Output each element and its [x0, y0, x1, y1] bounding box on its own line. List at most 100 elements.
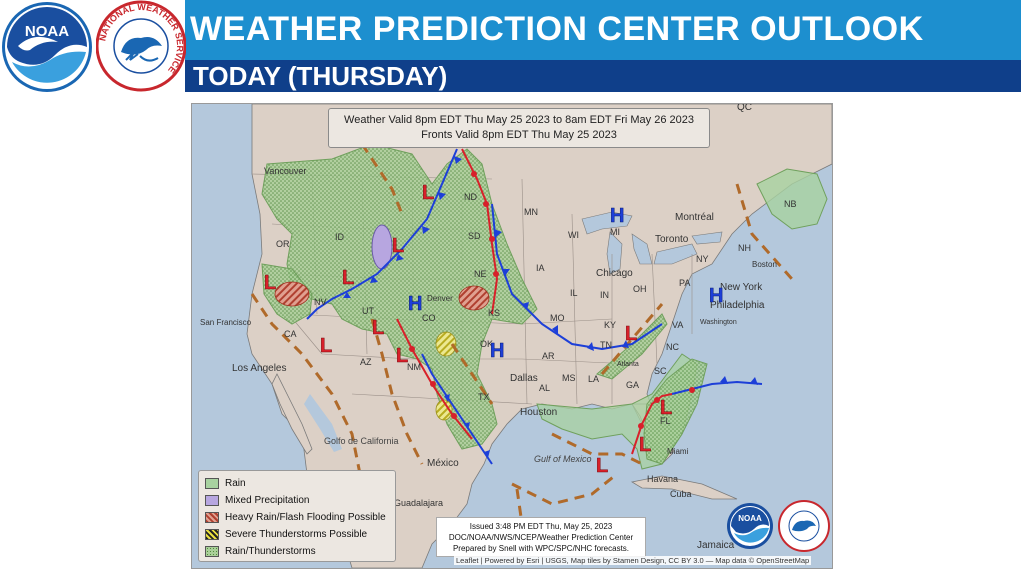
header-bar: [185, 0, 1021, 60]
label-ny: NY: [696, 254, 709, 264]
map-canvas: QC Vancouver ND MN NB Montréal OR ID SD …: [192, 104, 832, 568]
label-in: IN: [600, 290, 609, 300]
rain-thunderstorm-area-southeast: [643, 358, 708, 465]
label-ut: UT: [362, 306, 374, 316]
label-chicago: Chicago: [596, 268, 633, 279]
noaa-small-logo-icon: NOAA: [727, 503, 773, 549]
label-ok: OK: [480, 339, 493, 349]
legend-label: Mixed Precipitation: [225, 494, 310, 506]
label-qc: QC: [737, 104, 752, 113]
label-fl: FL: [660, 416, 671, 426]
low-center: L: [660, 397, 672, 419]
heavy-rain-area-plains: [458, 285, 490, 311]
label-sanfrancisco: San Francisco: [200, 318, 252, 327]
legend-item-rain-thunderstorms: Rain/Thunderstorms: [205, 544, 316, 558]
low-center: L: [596, 455, 608, 477]
label-cuba: Cuba: [670, 489, 692, 499]
low-center: L: [342, 267, 354, 289]
label-mexico: México: [427, 458, 459, 469]
label-id: ID: [335, 232, 345, 242]
valid-time-line1: Weather Valid 8pm EDT Thu May 25 2023 to…: [344, 114, 694, 126]
legend-swatch-heavy-rain: [205, 511, 219, 523]
baja-land: [271, 373, 313, 455]
high-center: H: [709, 285, 723, 307]
label-az: AZ: [360, 357, 372, 367]
high-center: H: [490, 340, 504, 362]
weather-map[interactable]: QC Vancouver ND MN NB Montréal OR ID SD …: [191, 103, 833, 569]
low-center: L: [264, 272, 276, 294]
legend-swatch-severe: [205, 528, 219, 540]
label-vancouver: Vancouver: [264, 166, 306, 176]
label-ky: KY: [604, 320, 616, 330]
great-lakes: [581, 211, 723, 275]
label-tx: TX: [478, 392, 490, 402]
label-houston: Houston: [520, 407, 557, 418]
cuba-land: [630, 475, 738, 500]
low-center: L: [422, 182, 434, 204]
low-center: L: [320, 335, 332, 357]
label-golfo: Golfo de California: [324, 436, 399, 446]
low-center: L: [392, 235, 404, 257]
label-gulf: Gulf of Mexico: [534, 454, 592, 464]
label-mi: MI: [610, 227, 620, 237]
low-center: L: [396, 345, 408, 367]
label-nb: NB: [784, 199, 797, 209]
label-mo: MO: [550, 313, 565, 323]
label-mn: MN: [524, 207, 538, 217]
label-nh: NH: [738, 243, 751, 253]
label-dallas: Dallas: [510, 373, 538, 384]
severe-thunderstorm-area-south: [435, 399, 453, 421]
label-losangeles: Los Angeles: [232, 363, 287, 374]
label-la: LA: [588, 374, 599, 384]
legend-label: Rain/Thunderstorms: [225, 545, 316, 557]
issued-line2: DOC/NOAA/NWS/NCEP/Weather Prediction Cen…: [448, 533, 634, 542]
subheader-bar: [185, 60, 1021, 92]
legend-swatch-rain-thunderstorms: [205, 545, 219, 557]
low-center: L: [625, 323, 637, 345]
high-center: H: [408, 293, 422, 315]
map-attribution[interactable]: Leaflet | Powered by Esri | USGS, Map ti…: [454, 556, 812, 565]
valid-time-line2: Fronts Valid 8pm EDT Thu May 25 2023: [421, 129, 617, 141]
label-oh: OH: [633, 284, 647, 294]
legend-item-mixed: Mixed Precipitation: [205, 493, 309, 507]
place-labels: QC Vancouver ND MN NB Montréal OR ID SD …: [200, 104, 797, 551]
legend-label: Rain: [225, 477, 246, 489]
low-center: L: [639, 434, 651, 456]
label-atlanta: Atlanta: [617, 361, 639, 368]
label-ar: AR: [542, 351, 555, 361]
label-nv: NV: [314, 297, 327, 307]
label-jamaica: Jamaica: [697, 540, 735, 551]
label-nd: ND: [464, 192, 477, 202]
label-or: OR: [276, 239, 290, 249]
nws-logo-icon: NATIONAL WEATHER SERVICE: [96, 0, 186, 92]
valid-time-box: Weather Valid 8pm EDT Thu May 25 2023 to…: [328, 108, 710, 148]
issued-line1: Issued 3:48 PM EDT Thu, May 25, 2023: [469, 522, 613, 531]
heavy-rain-area-west: [274, 281, 310, 307]
label-havana: Havana: [647, 474, 678, 484]
legend-item-heavy-rain: Heavy Rain/Flash Flooding Possible: [205, 510, 386, 524]
label-washington: Washington: [700, 319, 737, 326]
page-title: WEATHER PREDICTION CENTER OUTLOOK: [190, 10, 924, 48]
legend-item-rain: Rain: [205, 476, 246, 490]
legend-label: Severe Thunderstorms Possible: [225, 528, 368, 540]
label-sc: SC: [654, 366, 667, 376]
issued-line3: Prepared by Snell with WPC/SPC/NHC forec…: [452, 544, 630, 553]
map-legend: Rain Mixed Precipitation Heavy Rain/Flas…: [198, 470, 396, 562]
label-al: AL: [539, 383, 550, 393]
label-newyork: New York: [720, 282, 763, 293]
high-center: H: [610, 205, 624, 227]
front-symbols: [343, 156, 758, 458]
label-boston: Boston: [752, 260, 777, 269]
label-guadalajara: Guadalajara: [394, 498, 443, 508]
label-nm: NM: [407, 362, 421, 372]
issued-box: Issued 3:48 PM EDT Thu, May 25, 2023 DOC…: [436, 517, 646, 557]
legend-swatch-rain: [205, 477, 219, 489]
label-montreal: Montréal: [675, 212, 714, 223]
label-nc: NC: [666, 342, 679, 352]
severe-thunderstorm-area-north: [435, 331, 457, 357]
label-co: CO: [422, 313, 436, 323]
legend-label: Heavy Rain/Flash Flooding Possible: [225, 511, 386, 523]
label-ia: IA: [536, 263, 545, 273]
label-pa: PA: [679, 278, 690, 288]
label-toronto: Toronto: [655, 234, 689, 245]
